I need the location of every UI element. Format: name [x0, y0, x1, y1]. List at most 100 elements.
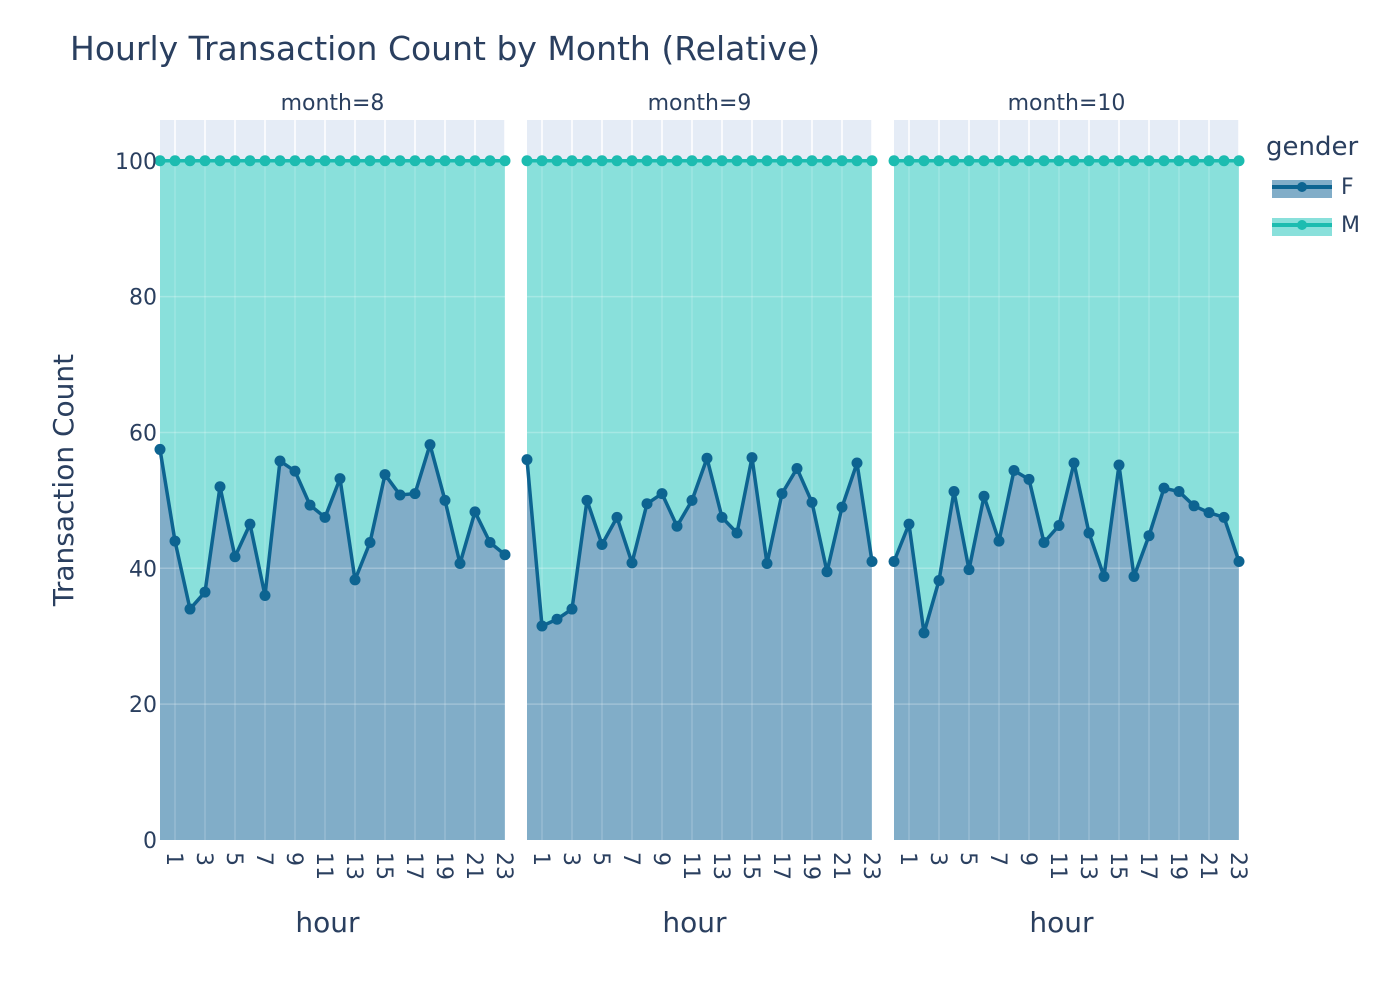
point-f [274, 455, 286, 467]
point-m [671, 155, 683, 167]
point-f [499, 549, 511, 561]
point-m [933, 155, 945, 167]
point-m [469, 155, 481, 167]
point-m [229, 155, 241, 167]
point-m [776, 155, 788, 167]
x-tick-label: 13 [1075, 852, 1100, 880]
x-axis-title: hour [295, 906, 360, 939]
y-tick-label: 40 [129, 557, 157, 582]
facet-title: month=9 [648, 91, 752, 116]
point-f [933, 575, 945, 587]
x-tick-label: 21 [828, 852, 853, 880]
legend[interactable]: gender F M [1266, 132, 1360, 238]
point-f [791, 462, 803, 474]
point-m [761, 155, 773, 167]
point-m [484, 155, 496, 167]
x-tick-label: 23 [858, 852, 883, 880]
point-f [596, 539, 608, 551]
point-m [978, 155, 990, 167]
point-m [866, 155, 878, 167]
point-m [499, 155, 511, 167]
point-m [169, 155, 181, 167]
point-f [551, 613, 563, 625]
point-m [439, 155, 451, 167]
x-tick-label: 23 [1225, 852, 1250, 880]
point-f [439, 494, 451, 506]
point-f [851, 457, 863, 469]
point-f [978, 490, 990, 502]
point-f [836, 501, 848, 513]
point-f [364, 536, 376, 548]
point-m [394, 155, 406, 167]
legend-swatch-m-marker [1297, 220, 1307, 230]
line-f [158, 442, 507, 611]
point-m [1173, 155, 1185, 167]
point-m [1143, 155, 1155, 167]
point-m [1038, 155, 1050, 167]
point-m [1203, 155, 1215, 167]
x-tick-label: 19 [798, 852, 823, 880]
point-f [1038, 536, 1050, 548]
point-m [566, 155, 578, 167]
point-m [686, 155, 698, 167]
point-m [596, 155, 608, 167]
legend-item-m[interactable]: M [1272, 213, 1360, 238]
point-m [289, 155, 301, 167]
point-f [948, 486, 960, 498]
point-m [641, 155, 653, 167]
x-tick-label: 1 [161, 852, 186, 866]
x-tick-label: 5 [955, 852, 980, 866]
point-f [1053, 520, 1065, 532]
point-f [641, 498, 653, 510]
point-m [1008, 155, 1020, 167]
x-tick-label: 11 [311, 852, 336, 880]
x-tick-label: 3 [558, 852, 583, 866]
point-m [199, 155, 211, 167]
point-f [903, 518, 915, 530]
x-tick-label: 17 [1135, 852, 1160, 880]
point-f [671, 520, 683, 532]
point-m [1158, 155, 1170, 167]
line-f [525, 455, 874, 628]
x-axis-title: hour [662, 906, 727, 939]
point-m [1098, 155, 1110, 167]
y-tick-label: 100 [115, 150, 157, 175]
area-f [160, 444, 505, 840]
x-tick-label: 23 [491, 852, 516, 880]
x-tick-label: 9 [281, 852, 306, 866]
point-m [836, 155, 848, 167]
point-f [334, 473, 346, 485]
y-tick-label: 80 [129, 286, 157, 311]
x-tick-label: 3 [925, 852, 950, 866]
point-m [1218, 155, 1230, 167]
point-f [349, 574, 361, 586]
point-f [1203, 507, 1215, 519]
point-f [521, 454, 533, 466]
x-tick-label: 11 [678, 852, 703, 880]
y-tick-label: 60 [129, 421, 157, 446]
x-tick-label: 15 [738, 852, 763, 880]
point-m [319, 155, 331, 167]
point-m [1128, 155, 1140, 167]
point-f [686, 494, 698, 506]
point-f [821, 566, 833, 578]
point-f [229, 551, 241, 563]
legend-item-f[interactable]: F [1272, 175, 1354, 200]
y-tick-label: 20 [129, 693, 157, 718]
point-f [169, 535, 181, 547]
x-tick-label: 17 [768, 852, 793, 880]
x-tick-label: 1 [895, 852, 920, 866]
legend-swatch-f-marker [1297, 182, 1307, 192]
point-m [364, 155, 376, 167]
point-f [154, 443, 166, 455]
point-f [1008, 464, 1020, 476]
x-tick-label: 21 [461, 852, 486, 880]
point-f [184, 603, 196, 615]
point-f [626, 557, 638, 569]
x-tick-label: 7 [618, 852, 643, 866]
